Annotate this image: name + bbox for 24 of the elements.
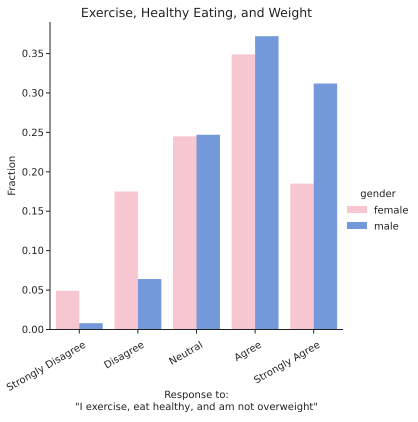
y-tick-label: 0.30 — [22, 88, 44, 100]
bar — [232, 54, 256, 330]
bar — [56, 290, 80, 330]
y-tick-label: 0.00 — [22, 325, 44, 336]
bar — [173, 136, 196, 330]
legend-label: female — [374, 206, 408, 216]
y-tick-label: 0.15 — [22, 206, 44, 218]
y-axis-title: Fraction — [7, 156, 18, 196]
y-tick-label: 0.10 — [22, 246, 44, 258]
bar — [196, 134, 220, 330]
bar — [138, 279, 162, 330]
bar — [290, 184, 314, 330]
x-axis-title: Response to: "I exercise, eat healthy, and am not overweight" — [75, 390, 318, 413]
y-tick-label: 0.25 — [22, 128, 44, 139]
bar — [314, 84, 338, 330]
y-tick-label: 0.35 — [22, 49, 44, 60]
legend-title: gender — [360, 189, 397, 200]
y-tick-label: 0.20 — [22, 167, 44, 178]
chart-title: Exercise, Healthy Eating, and Weight — [80, 5, 312, 20]
y-tick-label: 0.05 — [22, 286, 44, 297]
legend-label: male — [374, 222, 399, 232]
bar — [114, 192, 138, 330]
bar — [79, 323, 103, 330]
bar — [255, 36, 279, 330]
